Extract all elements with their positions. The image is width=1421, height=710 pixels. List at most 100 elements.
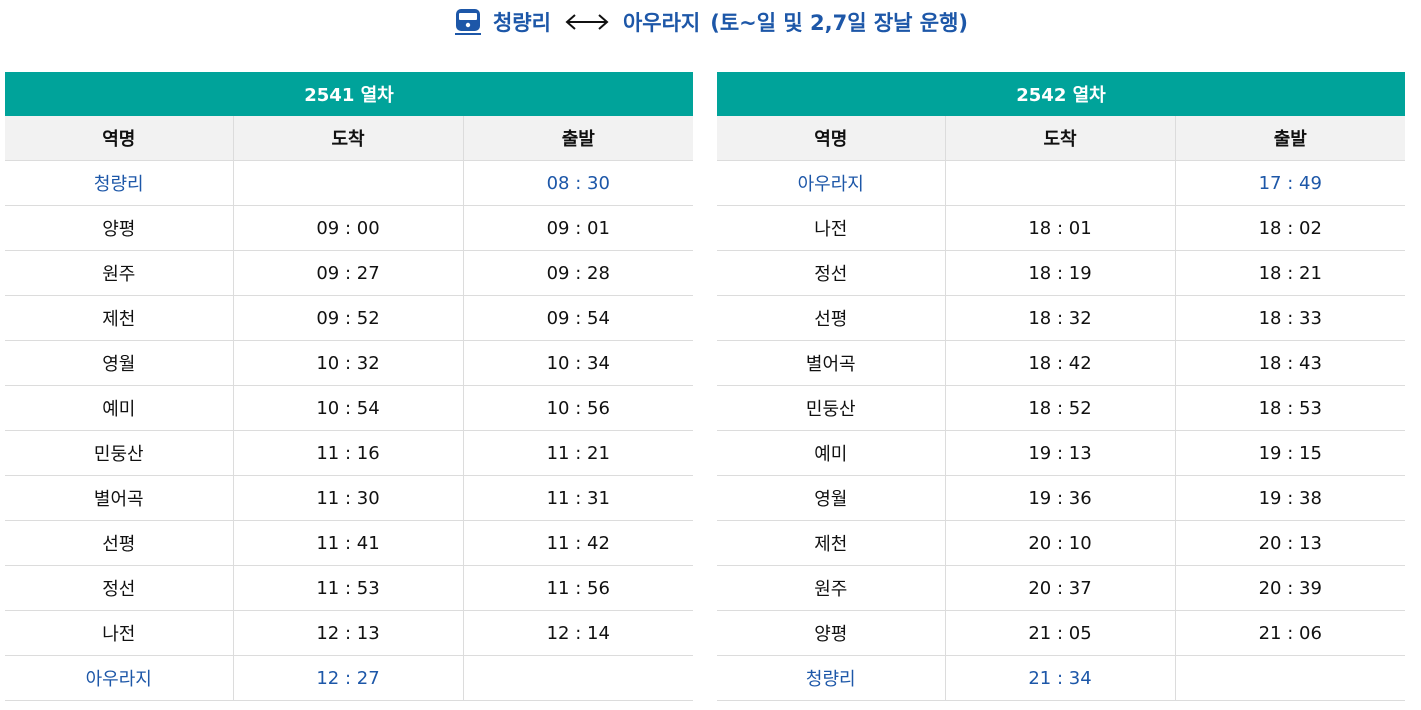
station-name: 민둥산 <box>717 385 945 431</box>
arrival-time: 19 : 36 <box>944 475 1175 521</box>
departure-time <box>1174 655 1405 701</box>
station-name: 나전 <box>717 205 945 251</box>
departure-time <box>462 655 693 701</box>
arrival-time: 09 : 27 <box>232 250 463 296</box>
table-row: 제천 20 : 10 20 : 13 <box>717 520 1405 566</box>
arrival-time: 20 : 37 <box>944 565 1175 611</box>
station-name: 아우라지 <box>5 655 233 701</box>
station-name: 정선 <box>717 250 945 296</box>
table-row: 민둥산 11 : 16 11 : 21 <box>5 430 693 476</box>
station-name: 제천 <box>717 520 945 566</box>
column-header: 출발 <box>462 116 693 161</box>
table-row: 예미 19 : 13 19 : 15 <box>717 430 1405 476</box>
station-name: 청량리 <box>717 655 945 701</box>
arrival-time: 12 : 27 <box>232 655 463 701</box>
timetable-1: 2542 열차 역명 도착 출발 아우라지 17 : 49 나전 18 : 01 18 : 02… <box>717 72 1405 701</box>
station-name: 영월 <box>5 340 233 386</box>
arrival-time <box>232 160 463 206</box>
train-title: 2542 열차 <box>717 72 1405 116</box>
departure-time: 20 : 13 <box>1174 520 1405 566</box>
arrival-time <box>944 160 1175 206</box>
departure-time: 11 : 21 <box>462 430 693 476</box>
table-row: 별어곡 18 : 42 18 : 43 <box>717 340 1405 386</box>
table-row: 예미 10 : 54 10 : 56 <box>5 385 693 431</box>
arrival-time: 21 : 05 <box>944 610 1175 656</box>
station-name: 청량리 <box>5 160 233 206</box>
timetable-container: 2541 열차 역명 도착 출발 청량리 08 : 30 양평 09 : 00 09 : 01 원… <box>5 72 1405 701</box>
table-row: 별어곡 11 : 30 11 : 31 <box>5 475 693 521</box>
arrival-time: 11 : 30 <box>232 475 463 521</box>
arrival-time: 10 : 32 <box>232 340 463 386</box>
departure-time: 09 : 28 <box>462 250 693 296</box>
station-name: 예미 <box>717 430 945 476</box>
departure-time: 21 : 06 <box>1174 610 1405 656</box>
column-header: 역명 <box>5 116 233 161</box>
station-name: 정선 <box>5 565 233 611</box>
arrival-time: 11 : 53 <box>232 565 463 611</box>
station-name: 양평 <box>5 205 233 251</box>
arrival-time: 09 : 00 <box>232 205 463 251</box>
table-row: 나전 18 : 01 18 : 02 <box>717 205 1405 251</box>
arrival-time: 11 : 41 <box>232 520 463 566</box>
route-destination: 아우라지 <box>622 11 701 35</box>
station-name: 예미 <box>5 385 233 431</box>
arrival-time: 18 : 32 <box>944 295 1175 341</box>
departure-time: 10 : 56 <box>462 385 693 431</box>
timetable-0: 2541 열차 역명 도착 출발 청량리 08 : 30 양평 09 : 00 09 : 01 원… <box>5 72 693 701</box>
station-name: 별어곡 <box>5 475 233 521</box>
departure-time: 18 : 43 <box>1174 340 1405 386</box>
arrival-time: 20 : 10 <box>944 520 1175 566</box>
arrival-time: 18 : 19 <box>944 250 1175 296</box>
table-row: 양평 21 : 05 21 : 06 <box>717 610 1405 656</box>
table-row: 선평 18 : 32 18 : 33 <box>717 295 1405 341</box>
column-header: 도착 <box>232 116 463 161</box>
station-name: 민둥산 <box>5 430 233 476</box>
departure-time: 09 : 54 <box>462 295 693 341</box>
table-row: 영월 19 : 36 19 : 38 <box>717 475 1405 521</box>
route-note: (토~일 및 2,7일 장날 운행) <box>710 11 969 35</box>
route-origin: 청량리 <box>492 11 551 35</box>
departure-time: 12 : 14 <box>462 610 693 656</box>
departure-time: 09 : 01 <box>462 205 693 251</box>
arrival-time: 21 : 34 <box>944 655 1175 701</box>
arrival-time: 12 : 13 <box>232 610 463 656</box>
table-row: 아우라지 12 : 27 <box>5 655 693 701</box>
station-name: 선평 <box>717 295 945 341</box>
departure-time: 08 : 30 <box>462 160 693 206</box>
table-row: 영월 10 : 32 10 : 34 <box>5 340 693 386</box>
bidirectional-arrow-icon <box>563 12 611 32</box>
departure-time: 19 : 38 <box>1174 475 1405 521</box>
departure-time: 10 : 34 <box>462 340 693 386</box>
table-row: 원주 09 : 27 09 : 28 <box>5 250 693 296</box>
table-row: 청량리 08 : 30 <box>5 160 693 206</box>
column-header: 역명 <box>717 116 945 161</box>
table-row: 정선 18 : 19 18 : 21 <box>717 250 1405 296</box>
table-row: 청량리 21 : 34 <box>717 655 1405 701</box>
train-icon <box>453 7 483 37</box>
station-name: 원주 <box>5 250 233 296</box>
arrival-time: 10 : 54 <box>232 385 463 431</box>
departure-time: 18 : 33 <box>1174 295 1405 341</box>
station-name: 양평 <box>717 610 945 656</box>
table-row: 나전 12 : 13 12 : 14 <box>5 610 693 656</box>
departure-time: 18 : 02 <box>1174 205 1405 251</box>
departure-time: 11 : 42 <box>462 520 693 566</box>
station-name: 아우라지 <box>717 160 945 206</box>
arrival-time: 19 : 13 <box>944 430 1175 476</box>
route-title: 청량리 아우라지 (토~일 및 2,7일 장날 운행) <box>0 0 1421 44</box>
departure-time: 19 : 15 <box>1174 430 1405 476</box>
station-name: 선평 <box>5 520 233 566</box>
table-row: 양평 09 : 00 09 : 01 <box>5 205 693 251</box>
station-name: 나전 <box>5 610 233 656</box>
departure-time: 11 : 31 <box>462 475 693 521</box>
station-name: 제천 <box>5 295 233 341</box>
departure-time: 18 : 53 <box>1174 385 1405 431</box>
table-row: 아우라지 17 : 49 <box>717 160 1405 206</box>
departure-time: 20 : 39 <box>1174 565 1405 611</box>
column-header: 출발 <box>1174 116 1405 161</box>
station-name: 원주 <box>717 565 945 611</box>
arrival-time: 18 : 42 <box>944 340 1175 386</box>
table-row: 민둥산 18 : 52 18 : 53 <box>717 385 1405 431</box>
train-title: 2541 열차 <box>5 72 693 116</box>
arrival-time: 18 : 52 <box>944 385 1175 431</box>
